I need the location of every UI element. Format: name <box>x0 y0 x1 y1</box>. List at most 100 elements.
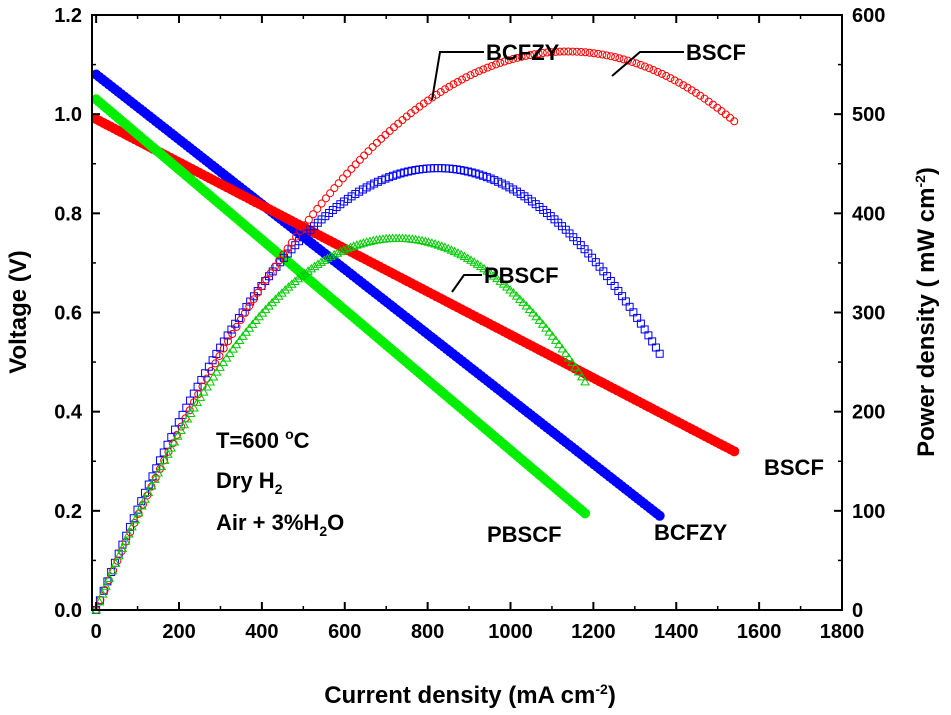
power-point-pbscf <box>101 581 111 590</box>
power-point-bscf <box>228 330 237 339</box>
ann-ox-sub: 2 <box>319 523 327 539</box>
y-left-tick-label: 0.6 <box>54 303 82 325</box>
x-tick-label: 800 <box>411 621 444 643</box>
power-point-bscf <box>534 49 543 58</box>
power-point-pbscf <box>218 357 229 367</box>
y-left-tick-label: 0.8 <box>54 203 82 225</box>
y-right-title-main: Power density ( mW cm <box>913 188 940 457</box>
y-right-tick-label: 500 <box>852 104 885 126</box>
power-point-pbscf <box>515 294 525 303</box>
power-point-pbscf <box>117 543 128 552</box>
power-point-pbscf <box>531 311 542 321</box>
power-point-bscf <box>606 52 615 61</box>
power-point-bscf <box>513 53 522 62</box>
power-point-pbscf <box>140 494 150 503</box>
power-point-bscf <box>466 71 475 80</box>
y-right-tick-label: 100 <box>852 501 885 523</box>
power-point-pbscf <box>221 353 232 362</box>
power-point-pbscf <box>537 319 548 328</box>
label-bscf-voltage: BSCF <box>764 455 824 480</box>
x-title-sup: -2 <box>595 681 608 697</box>
power-point-bscf <box>262 275 271 284</box>
power-point-bscf <box>355 155 364 164</box>
power-point-pbscf <box>176 425 186 434</box>
ann-fuel-sub: 2 <box>275 481 283 497</box>
power-point-bscf <box>555 47 564 56</box>
power-point-bscf <box>360 151 369 160</box>
x-title-end: ) <box>608 682 616 709</box>
power-point-bscf <box>309 210 318 219</box>
power-point-bscf <box>147 482 156 491</box>
power-point-pbscf <box>189 403 199 412</box>
power-point-bscf <box>585 48 594 57</box>
power-point-pbscf <box>309 261 320 271</box>
power-point-bscf <box>683 83 692 92</box>
power-point-pbscf <box>166 443 176 452</box>
power-point-bscf <box>504 56 513 65</box>
y-right-tick-label: 0 <box>852 600 863 622</box>
power-point-pbscf <box>570 362 581 371</box>
x-title-main: Current density (mA cm <box>324 682 595 709</box>
power-point-bscf <box>649 66 658 75</box>
y-left-tick-label: 1.2 <box>54 5 82 27</box>
power-point-bscf <box>662 71 671 80</box>
power-point-bscf <box>640 62 649 71</box>
power-point-pbscf <box>104 573 115 583</box>
power-point-bscf <box>572 47 581 56</box>
power-point-bscf <box>509 54 518 63</box>
power-point-pbscf <box>567 357 577 367</box>
y-right-tick-label: 200 <box>852 402 885 424</box>
power-point-pbscf <box>208 372 219 381</box>
power-point-pbscf <box>325 251 336 261</box>
power-point-bscf <box>317 199 326 208</box>
series-labels: BCFZY BSCF PBSCF BSCF BCFZY PBSCF <box>484 40 824 547</box>
power-point-bscf <box>483 63 492 72</box>
power-point-pbscf <box>348 241 359 250</box>
power-point-pbscf <box>511 291 522 300</box>
power-point-pbscf <box>146 480 157 490</box>
callout-bcfzy <box>431 51 484 101</box>
power-point-bcfzy <box>129 514 138 523</box>
power-point-bscf <box>224 337 233 346</box>
power-point-pbscf <box>97 589 108 598</box>
power-point-pbscf <box>143 487 154 497</box>
power-point-pbscf <box>179 419 190 429</box>
power-point-bcfzy <box>186 396 195 405</box>
power-point-pbscf <box>237 331 248 340</box>
power-point-pbscf <box>136 501 147 510</box>
power-point-pbscf <box>283 282 294 291</box>
power-point-bscf <box>334 179 343 188</box>
power-point-pbscf <box>339 245 349 254</box>
power-point-bscf <box>487 61 496 70</box>
label-bcfzy-voltage: BCFZY <box>654 520 728 545</box>
power-point-bscf <box>292 232 301 241</box>
annotation-temperature: T=600 oC <box>216 426 310 453</box>
power-point-pbscf <box>94 597 105 606</box>
power-point-pbscf <box>335 246 346 256</box>
annotation-oxidant: Air + 3%H2O <box>216 510 344 539</box>
power-point-bscf <box>462 73 471 82</box>
power-point-pbscf <box>368 235 379 245</box>
x-tick-label: 1000 <box>488 621 533 643</box>
power-point-pbscf <box>345 242 356 251</box>
power-point-pbscf <box>518 297 529 307</box>
power-point-pbscf <box>505 284 515 294</box>
power-point-bscf <box>385 127 394 136</box>
power-point-pbscf <box>234 335 245 345</box>
power-point-bscf <box>96 595 105 604</box>
power-point-pbscf <box>488 271 499 280</box>
power-point-bscf <box>266 269 275 278</box>
power-point-bscf <box>453 77 462 86</box>
power-point-bscf <box>172 430 181 439</box>
power-point-bscf <box>296 226 305 235</box>
power-point-bscf <box>611 53 620 62</box>
power-point-bscf <box>687 86 696 95</box>
ann-fuel-main: Dry H <box>216 468 275 493</box>
power-point-bcfzy <box>99 586 108 595</box>
power-point-bcfzy <box>125 522 134 531</box>
power-point-bscf <box>185 406 194 415</box>
power-point-pbscf <box>361 237 372 246</box>
label-pbscf-power: PBSCF <box>484 263 559 288</box>
power-point-bscf <box>526 51 535 60</box>
